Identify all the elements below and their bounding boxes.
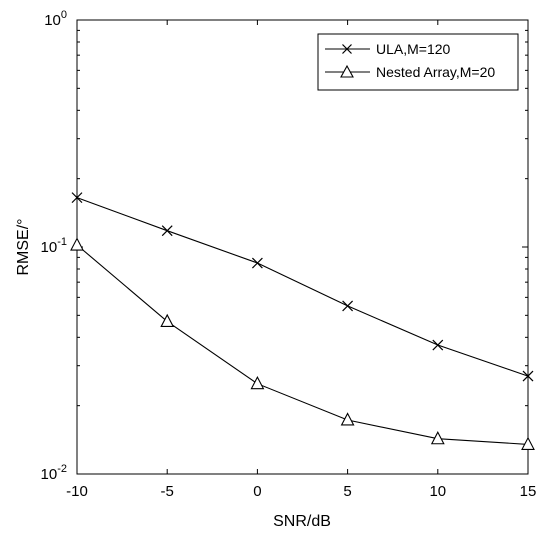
data-point-triangle [250,375,265,390]
data-point-triangle [521,436,535,450]
legend-marker-x [342,44,352,54]
x-tick-label: 10 [429,483,446,500]
data-point-triangle [70,237,84,251]
series-line-1 [76,244,529,445]
axis-ticks: -10 -5 0 5 10 15 10-2 10-1 100 [41,9,537,500]
y-tick-label: 10-1 [41,236,67,256]
plot-area [76,19,529,475]
data-point-triangle [430,431,445,445]
legend-label-nested: Nested Array,M=20 [376,64,495,80]
y-tick-label: 100 [44,9,67,29]
data-point-x [161,225,173,237]
y-tick-label: 10-2 [41,463,67,483]
data-point-x [71,192,83,204]
data-point-x [251,257,263,269]
legend-label-ula: ULA,M=120 [376,41,451,57]
x-tick-label: -10 [66,483,88,500]
data-point-x [522,370,534,382]
data-point-x [432,339,444,351]
x-tick-label: 15 [520,483,537,500]
x-tick-label: 5 [343,483,351,500]
y-axis-label: RMSE/° [15,218,32,275]
x-axis-label: SNR/dB [273,513,331,530]
legend-box [317,33,519,91]
series-layer [70,192,535,450]
legend-marker-triangle [340,64,354,78]
series-line-0 [76,197,529,377]
data-point-triangle [160,313,175,327]
data-point-x [342,300,354,312]
legend: ULA,M=120 Nested Array,M=20 [317,33,519,91]
x-tick-label: 0 [253,483,261,500]
x-tick-label: -5 [161,483,174,500]
data-point-triangle [340,412,355,426]
